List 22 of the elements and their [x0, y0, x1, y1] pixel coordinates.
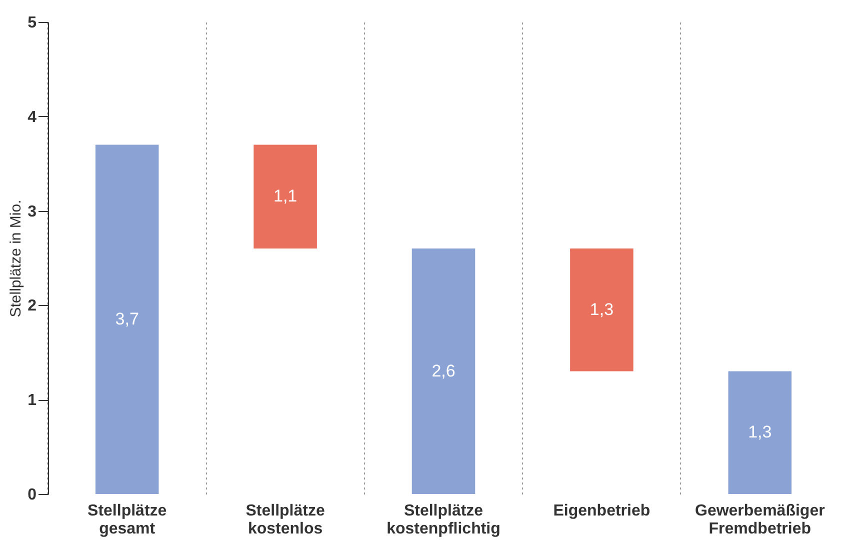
data-label: 2,6 — [432, 361, 456, 380]
y-tick-label: 0 — [28, 486, 37, 504]
data-label: 1,3 — [590, 300, 614, 319]
x-tick-label: Gewerbemäßiger Fremdbetrieb — [694, 502, 825, 538]
x-tick-label: Stellplätze gesamt — [88, 502, 167, 538]
y-axis-title: Stellplätze in Mio. — [8, 200, 25, 318]
x-tick-label: Stellplätze kostenlos — [246, 502, 325, 538]
bar — [254, 144, 317, 249]
bar — [728, 371, 792, 494]
x-tick-label: Stellplätze kostenpflichtig — [386, 502, 500, 538]
y-tick-label: 4 — [28, 108, 37, 126]
bar — [95, 144, 159, 494]
data-label: 3,7 — [115, 309, 139, 328]
bar — [412, 248, 476, 494]
data-label: 1,3 — [748, 422, 772, 442]
y-tick-label: 3 — [28, 203, 37, 220]
x-tick-label: Eigenbetrieb — [553, 502, 650, 520]
data-label: 1,1 — [273, 186, 298, 206]
y-tick-label: 2 — [28, 298, 37, 315]
bar — [570, 248, 634, 372]
y-tick-label: 5 — [28, 14, 37, 32]
y-tick-label: 1 — [28, 392, 37, 410]
